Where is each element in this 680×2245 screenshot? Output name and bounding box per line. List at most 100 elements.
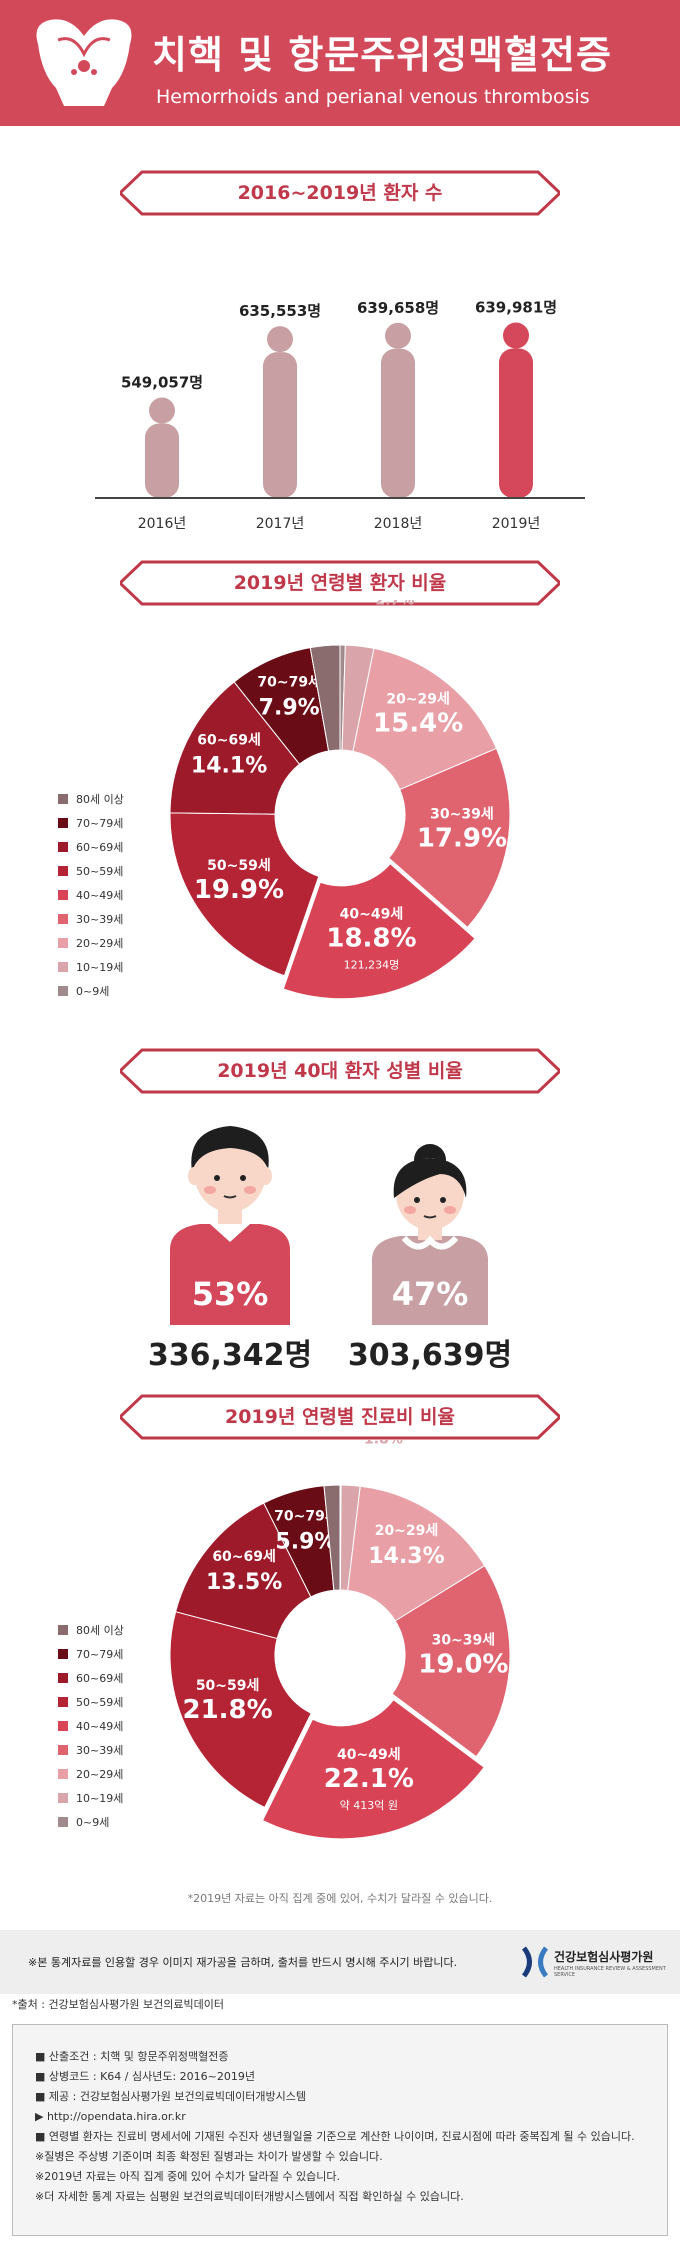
footer-note: ■ 상병코드 : K64 / 심사년도: 2016~2019년	[35, 2070, 255, 2083]
slice-value-label: 19.0%	[418, 1649, 508, 1679]
footer-note: ※2019년 자료는 아직 집계 중에 있어 수치가 달라질 수 있습니다.	[35, 2170, 340, 2183]
slice-category-label: 40~49세	[340, 906, 404, 922]
slice-value-label: 21.8%	[183, 1695, 273, 1725]
slice-category-label: 30~39세	[430, 807, 494, 823]
slice-value-label: 14.1%	[191, 754, 267, 779]
legend-label: 30~39세	[76, 1744, 124, 1757]
legend-label: 80세 이상	[76, 1624, 124, 1637]
legend-item: 40~49세	[58, 883, 124, 907]
female-count: 303,639명	[347, 1338, 513, 1373]
bar-category-label: 2019년	[492, 516, 541, 532]
legend-item: 30~39세	[58, 907, 124, 931]
slice-category-label: 60~69세	[212, 1549, 276, 1565]
legend-label: 40~49세	[76, 1720, 124, 1733]
legend-swatch	[58, 1745, 68, 1755]
legend-item: 0~9세	[58, 1810, 124, 1834]
legend-item: 10~19세	[58, 1786, 124, 1810]
legend-label: 70~79세	[76, 817, 124, 830]
legend-label: 0~9세	[76, 1816, 110, 1829]
header: 치핵 및 항문주위정맥혈전증 Hemorrhoids and perianal …	[0, 0, 680, 126]
section-banner-patients: 2016~2019년 환자 수	[120, 170, 560, 216]
donut-slice	[388, 747, 511, 929]
section-title: 2019년 연령별 진료비 비율	[224, 1406, 456, 1428]
title-korean: 치핵 및 항문주위정맥혈전증	[152, 33, 612, 77]
age-donut-chart: 0~9세0.5%10~19세2.7%20~29세15.4%30~39세17.9%…	[169, 600, 511, 1000]
age-legend: 80세 이상 70~79세 60~69세 50~59세 40~49세 30~39세 20~2…	[58, 787, 124, 1003]
patients-chart: 549,057명 2016년 635,553명 2017년 639,658명 2018년 6…	[95, 299, 585, 532]
legend-item: 60~69세	[58, 1666, 124, 1690]
bar-person	[381, 322, 415, 498]
donut-slice	[309, 644, 341, 752]
slice-note-label: 121,234명	[344, 958, 400, 971]
legend-swatch	[58, 938, 68, 948]
slice-value-label: 1.8%	[364, 1440, 403, 1447]
legend-item: 80세 이상	[58, 787, 124, 811]
slice-category-label: 30~39세	[432, 1632, 496, 1648]
agency-name-en: HEALTH INSURANCE REVIEW & ASSESSMENT SER…	[554, 1966, 666, 1978]
footer-note: ▶ http://opendata.hira.or.kr	[35, 2110, 186, 2123]
legend-swatch	[58, 1625, 68, 1635]
donut-slice	[174, 1502, 312, 1640]
slice-category-label: 50~59세	[196, 1678, 260, 1694]
cost-legend: 80세 이상 70~79세 60~69세 50~59세 40~49세 30~39세 20~2…	[58, 1618, 124, 1834]
agency-name: 건강보험심사평가원	[554, 1950, 654, 1964]
legend-swatch	[58, 914, 68, 924]
slice-category-label: 70~79세	[274, 1508, 338, 1524]
legend-item: 80세 이상	[58, 1618, 124, 1642]
legend-label: 0~9세	[76, 985, 110, 998]
legend-label: 10~19세	[76, 1792, 124, 1805]
legend-swatch	[58, 1817, 68, 1827]
donut-slice	[323, 1484, 341, 1591]
cost-donut-chart: 0~9세0.1%10~19세1.8%20~29세14.3%30~39세19.0%…	[169, 1440, 511, 1840]
donut-slice	[282, 863, 476, 1000]
male-figure-icon	[170, 1126, 290, 1325]
section-title: 2019년 40대 환자 성별 비율	[217, 1060, 463, 1082]
bar-category-label: 2017년	[256, 516, 305, 532]
slice-category-label: 20~29세	[375, 1523, 439, 1539]
legend-swatch	[58, 1721, 68, 1731]
bar-value-label: 639,658명	[357, 299, 439, 317]
slice-value-label: 2.7%	[375, 600, 414, 608]
slice-value-label: 15.4%	[373, 708, 463, 738]
legend-swatch	[58, 866, 68, 876]
male-count: 336,342명	[147, 1338, 313, 1373]
legend-label: 70~79세	[76, 1648, 124, 1661]
bar-person	[263, 326, 297, 498]
legend-swatch	[58, 1649, 68, 1659]
legend-label: 10~19세	[76, 961, 124, 974]
legend-label: 40~49세	[76, 889, 124, 902]
bar-category-label: 2016년	[138, 516, 187, 532]
legend-item: 60~69세	[58, 835, 124, 859]
footer-note: ■ 산출조건 : 치핵 및 항문주위정맥혈전증	[35, 2050, 229, 2063]
legend-label: 50~59세	[76, 1696, 124, 1709]
female-figure-icon	[372, 1144, 488, 1325]
slice-value-label: 19.9%	[194, 875, 284, 905]
legend-item: 30~39세	[58, 1738, 124, 1762]
legend-item: 40~49세	[58, 1714, 124, 1738]
footer-notes: ■ 산출조건 : 치핵 및 항문주위정맥혈전증 ■ 상병코드 : K64 / 심사…	[12, 2024, 668, 2236]
slice-category-label: 40~49세	[337, 1747, 401, 1763]
source-text: *출처 : 건강보험심사평가원 보건의료빅데이터	[12, 1998, 224, 2011]
section-title: 2016~2019년 환자 수	[237, 182, 443, 204]
legend-item: 20~29세	[58, 931, 124, 955]
slice-category-label: 50~59세	[207, 858, 271, 874]
donut-slice	[352, 647, 498, 791]
legend-item: 20~29세	[58, 1762, 124, 1786]
section-banner-gender: 2019년 40대 환자 성별 비율	[120, 1048, 560, 1094]
slice-value-label: 17.9%	[417, 824, 507, 854]
agency-logo-icon	[520, 1944, 550, 1980]
section-title: 2019년 연령별 환자 비율	[233, 572, 447, 594]
gender-figures	[170, 1126, 488, 1325]
title-english: Hemorrhoids and perianal venous thrombos…	[156, 86, 590, 108]
donut-slice	[261, 1698, 485, 1840]
donut-slice	[169, 1611, 312, 1809]
donut-slice	[391, 1565, 511, 1758]
slice-note-label: 약 413억 원	[340, 1798, 398, 1812]
slice-category-label: 20~29세	[386, 691, 450, 707]
bar-value-label: 639,981명	[475, 299, 557, 317]
bar-value-label: 549,057명	[121, 374, 203, 392]
legend-swatch	[58, 1793, 68, 1803]
legend-label: 20~29세	[76, 937, 124, 950]
legend-label: 50~59세	[76, 865, 124, 878]
footer-note: ※더 자세한 통계 자료는 심평원 보건의료빅데이터개방시스템에서 직접 확인하…	[35, 2190, 464, 2203]
